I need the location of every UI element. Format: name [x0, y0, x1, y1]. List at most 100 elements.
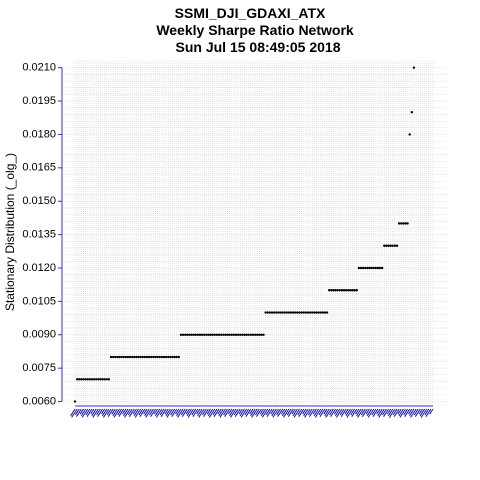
data-point — [75, 378, 79, 381]
x-tick-label-mark — [165, 408, 171, 417]
data-point — [344, 289, 348, 292]
x-tick-label-mark — [346, 408, 353, 418]
data-point — [404, 222, 407, 225]
data-point — [213, 333, 217, 336]
x-tick-label-mark — [223, 408, 228, 416]
x-tick-label-mark — [312, 408, 317, 415]
data-point — [262, 333, 265, 336]
x-tick-label-mark — [297, 408, 303, 416]
data-point — [378, 266, 382, 270]
data-point — [152, 355, 155, 359]
data-point — [217, 333, 221, 336]
data-point — [219, 333, 223, 336]
data-point — [255, 333, 259, 336]
x-tick-label-mark — [197, 408, 203, 417]
x-tick-label-mark — [106, 408, 112, 416]
x-tick-label-mark — [324, 408, 330, 417]
data-point — [277, 311, 280, 314]
data-point — [243, 333, 246, 336]
x-tick-label-mark — [272, 408, 279, 418]
data-point — [287, 311, 291, 314]
data-point — [336, 289, 339, 292]
data-point — [139, 355, 142, 359]
x-tick-label-mark — [224, 408, 231, 417]
data-point — [209, 333, 212, 336]
x-tick-label-mark — [171, 408, 178, 417]
x-tick-label-mark — [238, 408, 243, 415]
data-point — [78, 378, 81, 381]
data-point — [402, 222, 405, 225]
data-point — [147, 355, 151, 359]
x-tick-label-mark — [367, 408, 375, 418]
x-tick-label-mark — [240, 408, 248, 418]
data-point — [334, 289, 337, 292]
data-point — [389, 244, 392, 247]
x-tick-label-mark — [185, 408, 190, 415]
data-point — [393, 244, 397, 247]
x-tick-label-mark — [100, 408, 106, 415]
x-tick-label-mark — [397, 408, 402, 415]
data-point — [114, 355, 117, 359]
x-tick-label-mark — [212, 408, 218, 416]
x-tick-label-mark — [339, 408, 345, 416]
data-point — [118, 355, 121, 359]
data-point — [321, 311, 325, 314]
data-point — [228, 333, 231, 336]
y-tick-label: 0.0180 — [22, 128, 56, 140]
data-point — [196, 333, 200, 336]
x-tick-label-mark — [382, 408, 387, 416]
data-point — [205, 333, 208, 336]
data-point — [296, 311, 299, 314]
x-tick-label-mark — [355, 408, 360, 415]
data-point — [357, 266, 361, 270]
chart-title-line-1: SSMI_DJI_GDAXI_ATX — [175, 5, 326, 21]
data-point — [397, 222, 401, 225]
data-point — [116, 355, 119, 359]
data-point — [167, 355, 170, 359]
x-tick-label-mark — [219, 408, 226, 418]
data-point — [88, 378, 92, 381]
data-point — [368, 266, 371, 270]
x-tick-label-mark — [143, 408, 148, 415]
x-tick-label-mark — [270, 408, 275, 415]
x-tick-label-mark — [149, 408, 154, 416]
data-point — [101, 378, 104, 381]
data-point — [332, 289, 335, 292]
data-point — [111, 355, 115, 359]
data-point — [200, 333, 204, 336]
data-point — [349, 289, 352, 292]
data-point — [158, 355, 161, 359]
data-point — [236, 333, 240, 336]
data-point — [133, 355, 136, 359]
data-point — [391, 244, 394, 247]
data-point — [97, 378, 100, 381]
data-point — [268, 311, 272, 314]
x-tick-label-mark — [128, 408, 135, 417]
data-point — [207, 333, 210, 336]
x-tick-label-mark — [80, 408, 87, 417]
x-tick-label-mark — [351, 408, 358, 417]
x-tick-label-mark — [356, 408, 362, 417]
x-tick-label-mark — [286, 408, 292, 416]
x-tick-label-mark — [410, 408, 417, 418]
x-tick-label-mark — [304, 408, 311, 418]
x-tick-label-mark — [323, 408, 328, 415]
chart-title-line-2: Weekly Sharpe Ratio Network — [156, 22, 354, 38]
data-point — [323, 311, 327, 314]
data-point — [253, 333, 257, 336]
x-tick-label-mark — [133, 408, 140, 417]
x-tick-label-mark — [260, 408, 267, 417]
x-tick-label-mark — [420, 408, 428, 418]
x-tick-label-mark — [408, 408, 413, 415]
data-point — [372, 266, 375, 270]
data-point — [135, 355, 138, 359]
data-point — [328, 289, 331, 292]
data-point — [410, 110, 414, 114]
data-point — [194, 333, 197, 336]
x-tick-label-mark — [217, 408, 222, 415]
data-point — [272, 311, 276, 314]
x-tick-label-mark — [392, 408, 398, 416]
data-point — [317, 311, 320, 314]
data-point — [124, 355, 128, 359]
data-point — [156, 355, 159, 359]
